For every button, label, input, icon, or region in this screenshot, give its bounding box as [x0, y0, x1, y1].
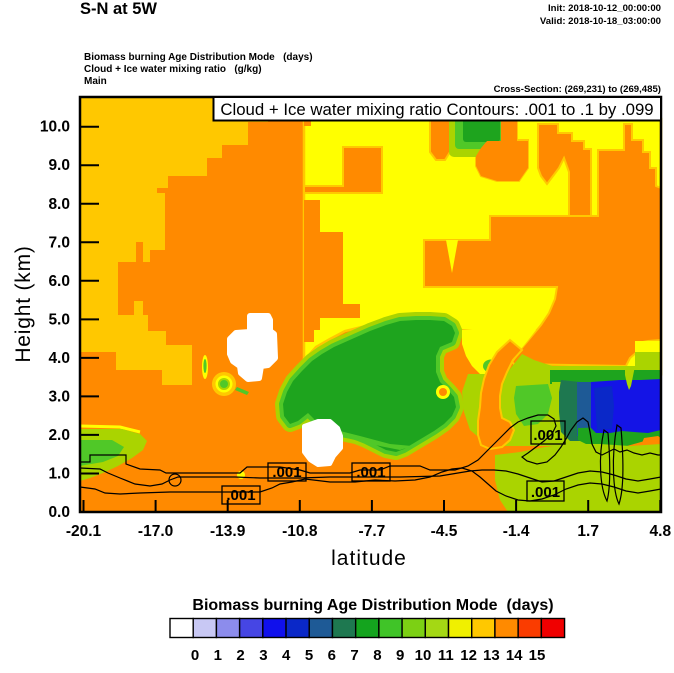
svg-text:1.7: 1.7: [577, 523, 599, 540]
svg-text:.001: .001: [272, 464, 301, 481]
svg-text:7: 7: [350, 647, 358, 664]
svg-text:5: 5: [305, 647, 313, 664]
svg-text:3.0: 3.0: [48, 388, 70, 405]
svg-text:11: 11: [438, 647, 454, 664]
svg-text:6: 6: [328, 647, 336, 664]
svg-text:-4.5: -4.5: [431, 523, 458, 540]
svg-text:Cross-Section: (269,231) to (2: Cross-Section: (269,231) to (269,485): [494, 84, 661, 95]
svg-text:-1.4: -1.4: [503, 523, 530, 540]
svg-text:5.0: 5.0: [48, 311, 70, 328]
svg-text:9: 9: [396, 647, 404, 664]
svg-text:10: 10: [415, 647, 432, 664]
svg-text:0: 0: [191, 647, 199, 664]
svg-text:-13.9: -13.9: [210, 523, 246, 540]
svg-text:S-N at 5W: S-N at 5W: [80, 0, 157, 18]
svg-text:Cloud + Ice water mixing ratio: Cloud + Ice water mixing ratio Contours:…: [220, 100, 653, 119]
svg-text:Valid: 2018-10-18_03:00:00: Valid: 2018-10-18_03:00:00: [540, 16, 661, 27]
svg-text:6.0: 6.0: [48, 273, 70, 290]
svg-text:13: 13: [483, 647, 500, 664]
svg-text:1: 1: [214, 647, 222, 664]
svg-text:15: 15: [529, 647, 546, 664]
svg-text:latitude: latitude: [331, 547, 407, 570]
svg-text:2.0: 2.0: [48, 427, 70, 444]
svg-text:3: 3: [259, 647, 267, 664]
svg-text:-20.1: -20.1: [66, 523, 102, 540]
svg-text:Cloud + Ice water mixing ratio: Cloud + Ice water mixing ratio (g/kg): [84, 64, 262, 75]
svg-text:-17.0: -17.0: [138, 523, 173, 540]
svg-text:2: 2: [236, 647, 244, 664]
svg-text:9.0: 9.0: [48, 157, 70, 174]
svg-text:7.0: 7.0: [48, 234, 70, 251]
svg-text:.001: .001: [356, 464, 385, 481]
svg-text:.001: .001: [226, 487, 255, 504]
svg-text:4: 4: [282, 647, 291, 664]
svg-text:8: 8: [373, 647, 381, 664]
svg-text:.001: .001: [533, 427, 562, 444]
svg-text:8.0: 8.0: [48, 196, 70, 213]
svg-text:Biomass burning Age Distributi: Biomass burning Age Distribution Mode (d…: [192, 597, 553, 614]
svg-text:-10.8: -10.8: [282, 523, 318, 540]
svg-text:12: 12: [460, 647, 477, 664]
svg-text:Biomass burning Age Distributi: Biomass burning Age Distribution Mode (d…: [84, 52, 313, 63]
svg-text:0.0: 0.0: [48, 504, 70, 521]
svg-text:14: 14: [506, 647, 523, 664]
svg-text:4.8: 4.8: [650, 523, 672, 540]
svg-text:Main: Main: [84, 76, 107, 87]
svg-text:4.0: 4.0: [48, 350, 70, 367]
svg-text:1.0: 1.0: [48, 466, 70, 483]
svg-text:10.0: 10.0: [40, 119, 70, 136]
svg-text:Height (km): Height (km): [12, 245, 35, 362]
svg-text:-7.7: -7.7: [359, 523, 386, 540]
svg-text:.001: .001: [531, 484, 560, 501]
svg-text:Init: 2018-10-12_00:00:00: Init: 2018-10-12_00:00:00: [548, 3, 661, 14]
